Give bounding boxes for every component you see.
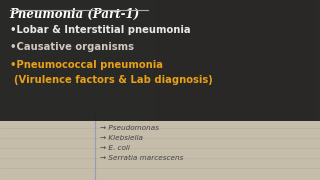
Text: → Serratia marcescens: → Serratia marcescens xyxy=(100,155,183,161)
Text: •Causative organisms: •Causative organisms xyxy=(10,42,134,52)
Text: → Pseudomonas: → Pseudomonas xyxy=(100,125,159,131)
Text: •Pneumococcal pneumonia: •Pneumococcal pneumonia xyxy=(10,60,163,70)
Text: (Virulence factors & Lab diagnosis): (Virulence factors & Lab diagnosis) xyxy=(13,75,212,85)
Text: → E. coli: → E. coli xyxy=(100,145,130,151)
FancyBboxPatch shape xyxy=(155,0,315,120)
Text: •Lobar & Interstitial pneumonia: •Lobar & Interstitial pneumonia xyxy=(10,25,190,35)
Text: → Klebsiella: → Klebsiella xyxy=(100,135,143,141)
FancyBboxPatch shape xyxy=(0,0,320,121)
Text: Pneumonia (Part-1): Pneumonia (Part-1) xyxy=(10,8,140,21)
